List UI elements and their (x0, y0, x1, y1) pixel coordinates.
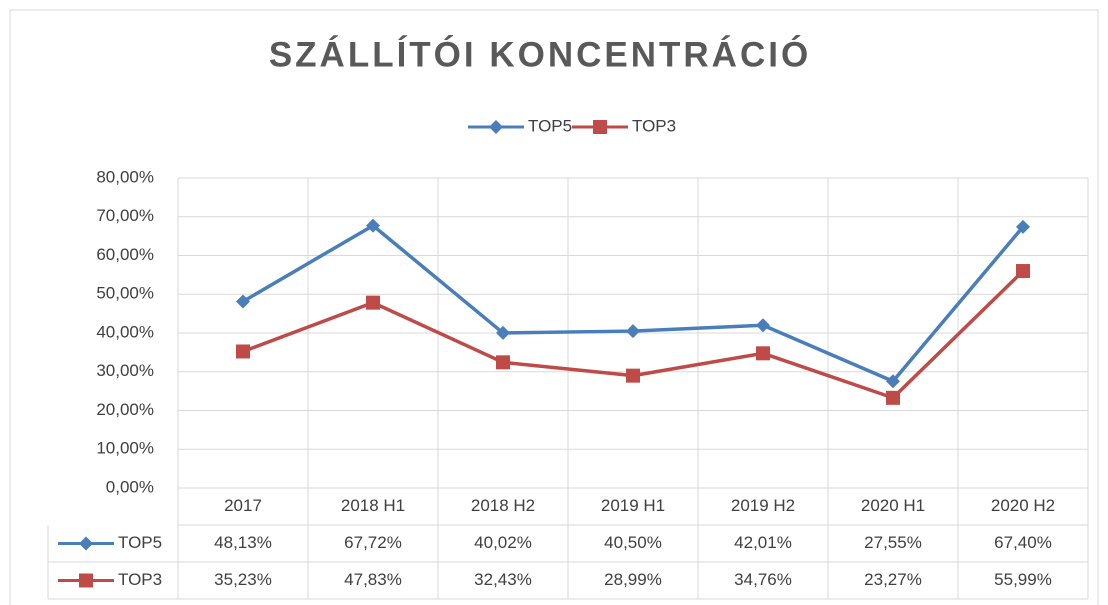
table-value: 40,50% (604, 533, 662, 552)
table-value: 67,72% (344, 533, 402, 552)
data-point (626, 368, 640, 383)
table-value: 28,99% (604, 570, 662, 589)
y-tick-label: 30,00% (96, 361, 154, 380)
y-tick-label: 50,00% (96, 284, 154, 303)
data-point (886, 390, 900, 405)
y-tick-label: 10,00% (96, 439, 154, 458)
table-value: 55,99% (994, 570, 1052, 589)
chart-border (9, 9, 1099, 605)
x-tick-label: 2020 H1 (861, 496, 925, 515)
x-tick-label: 2018 H2 (471, 496, 535, 515)
table-value: 27,55% (864, 533, 922, 552)
table-value: 48,13% (214, 533, 272, 552)
data-point (626, 324, 640, 339)
x-tick-label: 2017 (224, 496, 262, 515)
data-point (1016, 219, 1030, 234)
data-point (236, 344, 250, 359)
legend-marker (593, 120, 607, 134)
data-point (886, 374, 900, 389)
legend-marker (489, 120, 503, 134)
x-tick-label: 2019 H2 (731, 496, 795, 515)
table-value: 32,43% (474, 570, 532, 589)
data-point (496, 355, 510, 370)
y-tick-label: 20,00% (96, 400, 154, 419)
table-value: 47,83% (344, 570, 402, 589)
chart-title: SZÁLLÍTÓI KONCENTRÁCIÓ (269, 34, 811, 74)
y-tick-label: 80,00% (96, 167, 154, 186)
y-tick-label: 70,00% (96, 206, 154, 225)
table-key-marker (79, 536, 93, 551)
data-point (366, 218, 380, 233)
table-value: 42,01% (734, 533, 792, 552)
data-point (496, 325, 510, 340)
table-key-label: TOP3 (118, 570, 162, 589)
table-value: 40,02% (474, 533, 532, 552)
y-tick-label: 60,00% (96, 245, 154, 264)
y-tick-label: 0,00% (106, 477, 154, 496)
data-point (756, 346, 770, 361)
table-value: 23,27% (864, 570, 922, 589)
y-tick-label: 40,00% (96, 322, 154, 341)
table-key-marker (79, 573, 93, 588)
data-point (366, 295, 380, 310)
table-key-label: TOP5 (118, 533, 162, 552)
data-point (236, 294, 250, 309)
table-value: 34,76% (734, 570, 792, 589)
table-value: 35,23% (214, 570, 272, 589)
data-point (1016, 264, 1030, 279)
x-tick-label: 2020 H2 (991, 496, 1055, 515)
legend-label: TOP5 (528, 116, 572, 135)
x-tick-label: 2018 H1 (341, 496, 405, 515)
table-value: 67,40% (994, 533, 1052, 552)
legend-label: TOP3 (632, 116, 676, 135)
data-point (756, 318, 770, 333)
x-tick-label: 2019 H1 (601, 496, 665, 515)
